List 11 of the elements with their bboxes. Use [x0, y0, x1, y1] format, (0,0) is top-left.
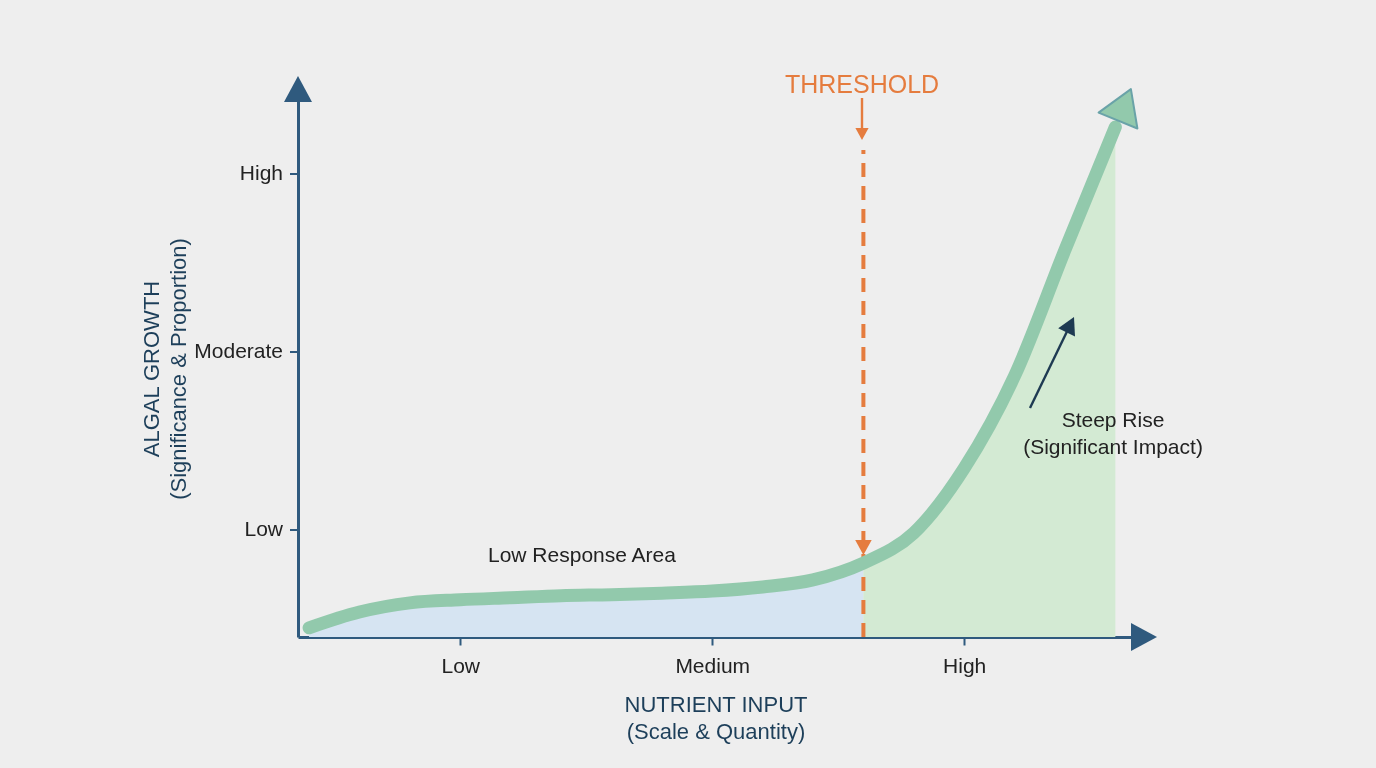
text: High	[239, 161, 283, 184]
text: Moderate	[194, 339, 283, 362]
x-axis-title: NUTRIENT INPUT (Scale & Quantity)	[624, 691, 808, 744]
annotation: Steep Rise (Significant Impact)	[1023, 408, 1203, 458]
text: THRESHOLD	[784, 70, 940, 98]
x-tick-label: High	[943, 653, 987, 677]
text: Low	[244, 517, 284, 540]
x-tick-label: Medium	[675, 653, 751, 677]
y-axis-title: ALGAL GROWTH (Significance & Proportion)	[138, 238, 191, 500]
x-tick-label: Low	[441, 653, 481, 677]
annotation: Low Response Area	[488, 543, 677, 566]
